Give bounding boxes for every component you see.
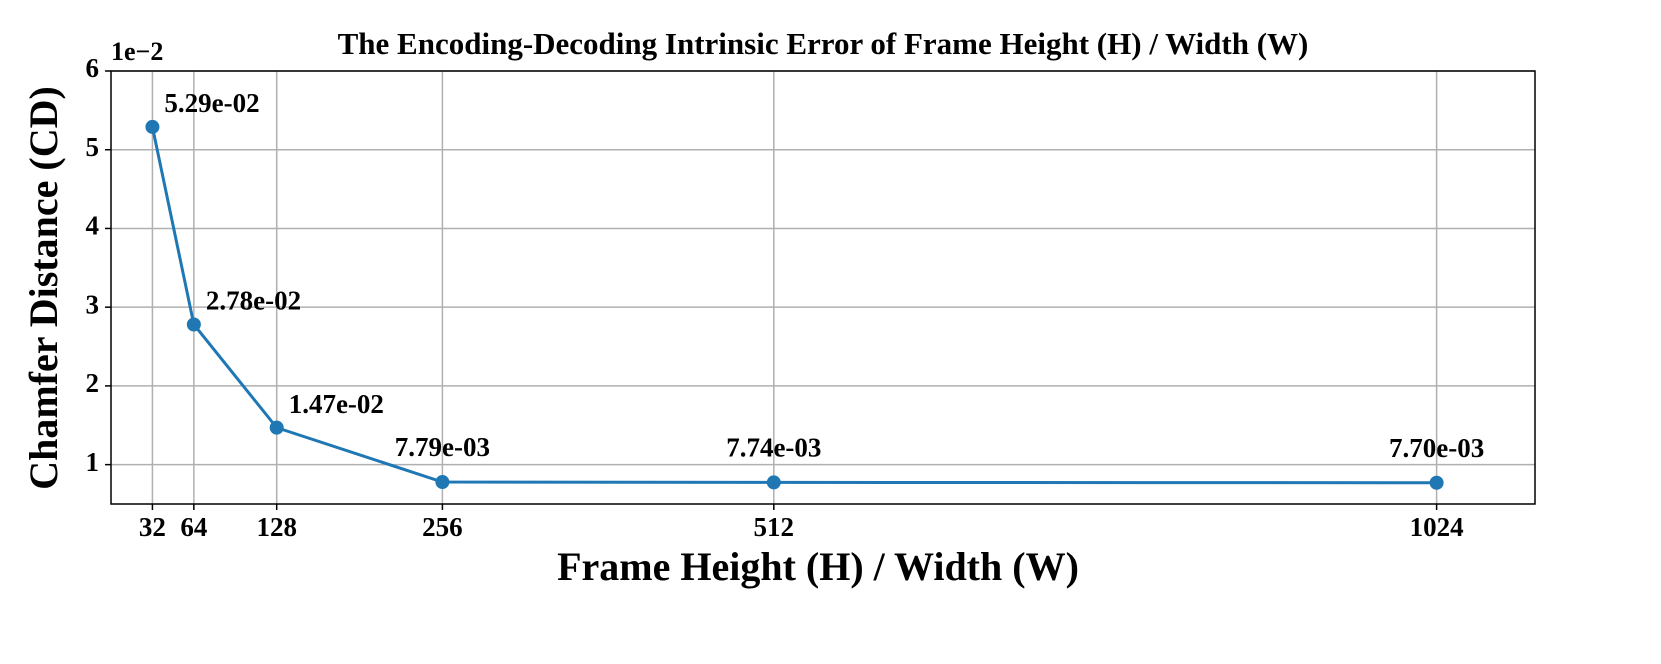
- data-label: 7.79e-03: [395, 432, 490, 462]
- data-point: [145, 119, 160, 134]
- x-tick-label: 64: [180, 512, 207, 542]
- data-point: [766, 475, 781, 490]
- data-point: [435, 475, 450, 490]
- x-axis-label: Frame Height (H) / Width (W): [557, 544, 1079, 589]
- data-label: 2.78e-02: [206, 286, 301, 316]
- data-label: 7.74e-03: [726, 433, 821, 463]
- plot-frame: [110, 70, 1536, 505]
- x-tick-label: 128: [256, 512, 297, 542]
- y-tick-label: 2: [86, 368, 100, 398]
- data-point: [186, 317, 201, 332]
- x-tick-label: 256: [422, 512, 463, 542]
- data-label: 7.70e-03: [1389, 433, 1484, 463]
- x-tick-label: 1024: [1410, 512, 1464, 542]
- y-tick-label: 3: [86, 289, 100, 319]
- data-label: 5.29e-02: [164, 88, 259, 118]
- data-line: [150, 126, 1437, 485]
- y-tick-label: 4: [86, 211, 100, 241]
- x-tick-label: 512: [754, 512, 795, 542]
- y-tick-label: 1: [86, 447, 100, 477]
- data-point: [1429, 475, 1444, 490]
- plot: 5.29e-02 2.78e-02 1.47e-02 7.79e-03 7.74e-03…: [145, 88, 1484, 490]
- grid: 1 2 3 4 5 6 32 64 128 256 512 1024: [86, 53, 1535, 542]
- data-point: [269, 420, 284, 435]
- data-label: 1.47e-02: [289, 389, 384, 419]
- y-axis-label: Chamfer Distance (CD): [21, 86, 66, 490]
- y-tick-label: 5: [86, 132, 100, 162]
- y-offset-label: 1e−2: [111, 37, 163, 66]
- chart-title: The Encoding-Decoding Intrinsic Error of…: [338, 26, 1309, 61]
- y-tick-label: 6: [86, 53, 100, 83]
- x-tick-label: 32: [139, 512, 166, 542]
